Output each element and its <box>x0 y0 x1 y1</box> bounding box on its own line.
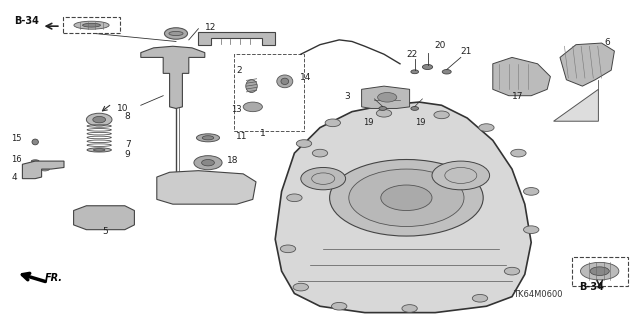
Ellipse shape <box>246 80 257 93</box>
Text: 14: 14 <box>300 73 311 82</box>
Text: 13: 13 <box>231 105 242 114</box>
Text: 3: 3 <box>344 92 350 101</box>
Circle shape <box>280 245 296 253</box>
Text: 12: 12 <box>205 23 216 32</box>
Circle shape <box>86 113 112 126</box>
Polygon shape <box>362 86 410 108</box>
Circle shape <box>195 180 214 190</box>
Text: FR.: FR. <box>45 273 63 283</box>
Ellipse shape <box>31 160 39 162</box>
Text: 8: 8 <box>125 112 131 121</box>
Text: 9: 9 <box>125 150 131 159</box>
Text: 10: 10 <box>116 104 128 113</box>
Text: B-34: B-34 <box>579 282 604 292</box>
Circle shape <box>312 149 328 157</box>
Polygon shape <box>157 171 256 204</box>
Circle shape <box>202 160 214 166</box>
Circle shape <box>504 267 520 275</box>
Ellipse shape <box>74 21 109 29</box>
Polygon shape <box>493 57 550 96</box>
Circle shape <box>442 70 451 74</box>
Circle shape <box>93 116 106 123</box>
Circle shape <box>40 166 50 171</box>
Ellipse shape <box>580 262 619 280</box>
Ellipse shape <box>277 75 293 88</box>
Text: 18: 18 <box>227 156 239 165</box>
Circle shape <box>232 189 248 197</box>
Circle shape <box>293 283 308 291</box>
Ellipse shape <box>87 148 111 152</box>
Text: B-34: B-34 <box>14 16 39 26</box>
Circle shape <box>332 302 347 310</box>
Circle shape <box>325 119 340 127</box>
Circle shape <box>434 111 449 119</box>
Text: 2: 2 <box>236 66 242 75</box>
Text: 5: 5 <box>103 227 108 236</box>
Circle shape <box>92 211 117 224</box>
Circle shape <box>472 294 488 302</box>
Circle shape <box>349 169 464 226</box>
Polygon shape <box>22 161 64 179</box>
Circle shape <box>378 93 397 102</box>
Text: 16: 16 <box>12 155 22 164</box>
Text: 19: 19 <box>364 118 374 127</box>
Text: 7: 7 <box>125 140 131 149</box>
Circle shape <box>243 102 262 112</box>
Circle shape <box>194 156 222 170</box>
Circle shape <box>164 28 188 39</box>
Text: 6: 6 <box>605 38 611 47</box>
Ellipse shape <box>169 31 183 36</box>
Circle shape <box>402 305 417 312</box>
Circle shape <box>379 107 387 110</box>
Text: 22: 22 <box>406 50 418 59</box>
Text: 21: 21 <box>461 47 472 56</box>
Ellipse shape <box>196 134 220 142</box>
Ellipse shape <box>83 23 100 27</box>
Text: 4: 4 <box>12 173 17 182</box>
Ellipse shape <box>202 136 214 140</box>
Text: 15: 15 <box>12 134 22 143</box>
Circle shape <box>411 70 419 74</box>
Circle shape <box>432 161 490 190</box>
Circle shape <box>301 167 346 190</box>
Polygon shape <box>554 89 598 121</box>
Text: 19: 19 <box>415 118 425 127</box>
Circle shape <box>479 124 494 131</box>
Polygon shape <box>275 102 531 313</box>
Circle shape <box>381 185 432 211</box>
Text: 1: 1 <box>260 129 265 137</box>
Circle shape <box>511 149 526 157</box>
Circle shape <box>165 189 180 197</box>
Text: TK64M0600: TK64M0600 <box>513 290 563 299</box>
Ellipse shape <box>590 267 609 276</box>
Circle shape <box>330 160 483 236</box>
Polygon shape <box>74 206 134 230</box>
Text: 20: 20 <box>434 41 445 50</box>
Circle shape <box>524 226 539 234</box>
Ellipse shape <box>32 139 38 145</box>
Circle shape <box>411 107 419 110</box>
Circle shape <box>296 140 312 147</box>
Circle shape <box>287 194 302 202</box>
Polygon shape <box>141 46 205 108</box>
Circle shape <box>524 188 539 195</box>
Ellipse shape <box>281 78 289 85</box>
Circle shape <box>376 109 392 117</box>
Text: 17: 17 <box>512 92 524 101</box>
Text: 11: 11 <box>236 132 247 141</box>
Polygon shape <box>198 32 275 45</box>
Polygon shape <box>560 43 614 86</box>
Circle shape <box>422 64 433 70</box>
Ellipse shape <box>93 149 105 151</box>
